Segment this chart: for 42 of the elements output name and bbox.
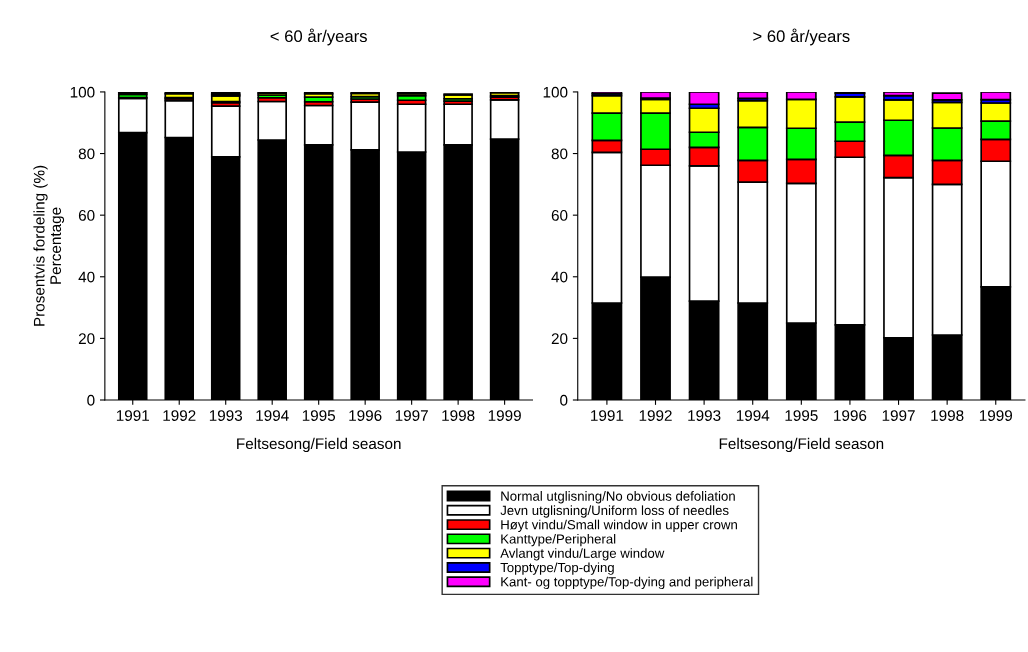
y-tick-label: 0	[560, 394, 568, 406]
y-tick-label: 40	[551, 271, 568, 283]
y-tick-label: 100	[543, 86, 568, 98]
y-tick-label: 40	[78, 271, 95, 283]
x-tick-label: 1995	[785, 410, 818, 421]
legend-label: Høyt vindu/Small window in upper crown	[501, 519, 737, 532]
legend-label: Kant- og topptype/Top-dying and peripheral	[501, 576, 753, 590]
y-tick-label: 80	[551, 148, 568, 160]
x-tick-label: 1997	[395, 410, 428, 421]
x-tick-label: 1996	[834, 410, 867, 421]
x-tick-label: 1998	[931, 410, 964, 421]
x-tick-label: 1996	[349, 410, 382, 421]
x-tick-label: 1995	[302, 410, 336, 421]
x-tick-label: 1993	[209, 410, 243, 421]
x-axis-title: Feltsesong/Field season	[237, 437, 401, 453]
x-tick-label: 1992	[639, 410, 672, 421]
y-tick-label: 80	[78, 148, 95, 160]
legend-label: Normal utglisning/No obvious defoliation	[501, 491, 735, 504]
y-tick-label: 60	[551, 210, 568, 221]
y-axis-title: Prosentvis fordeling (%) Percentage	[33, 165, 65, 326]
x-tick-label: 1991	[116, 410, 149, 421]
chart-title: < 60 år/years	[270, 28, 367, 46]
x-tick-label: 1998	[442, 410, 475, 421]
legend-label: Avlangt vindu/Large window	[500, 548, 665, 561]
legend-label: Kanttype/Peripheral	[501, 533, 616, 547]
x-tick-label: 1992	[163, 410, 196, 421]
legend-label: Jevn utglisning/Uniform loss of needles	[500, 505, 729, 518]
x-tick-label: 1999	[979, 410, 1013, 421]
x-tick-label: 1994	[736, 410, 770, 421]
x-tick-label: 1997	[882, 410, 915, 421]
y-tick-label: 100	[70, 86, 95, 98]
y-tick-label: 20	[78, 333, 95, 345]
x-axis-title: Feltsesong/Field season	[719, 437, 884, 453]
x-tick-label: 1999	[488, 410, 521, 421]
y-tick-label: 60	[78, 210, 95, 221]
y-tick-label: 20	[551, 333, 568, 345]
legend-label: Topptype/Top-dying	[500, 562, 614, 575]
x-tick-label: 1991	[591, 410, 624, 421]
chart-title: > 60 år/years	[753, 28, 850, 46]
x-tick-label: 1994	[256, 410, 289, 421]
y-tick-label: 0	[87, 394, 95, 406]
x-tick-label: 1993	[688, 410, 721, 421]
